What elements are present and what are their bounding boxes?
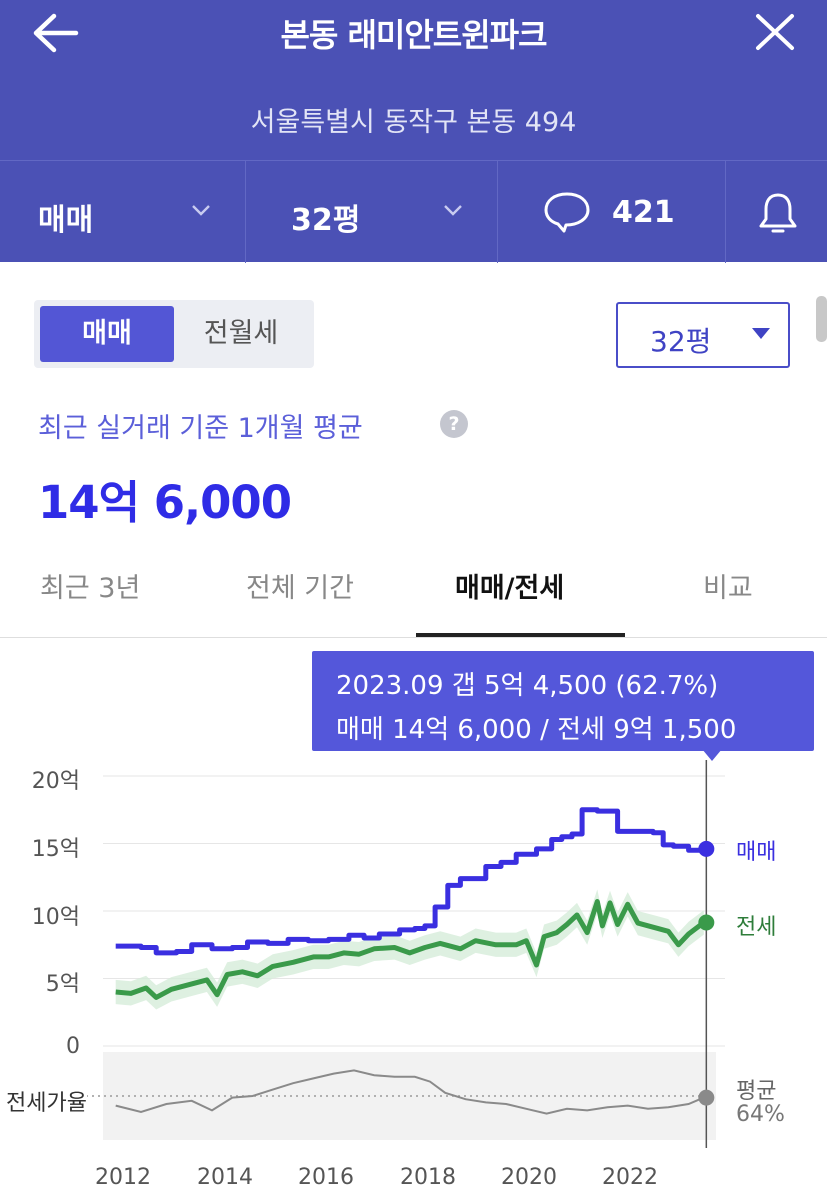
deal-type-label: 매매 xyxy=(38,203,94,238)
x-tick-label: 2016 xyxy=(298,1165,354,1190)
caret-down-icon xyxy=(752,328,770,339)
x-tick-label: 2012 xyxy=(95,1165,151,1190)
y-tick-label: 0 xyxy=(66,1034,80,1059)
price-chart[interactable] xyxy=(0,640,827,1201)
jeonse-ratio-line xyxy=(115,1069,705,1115)
comment-count: 421 xyxy=(612,195,675,230)
comments-button[interactable]: 421 xyxy=(498,161,726,263)
average-price: 14억 6,000 xyxy=(38,476,292,529)
scrollbar[interactable] xyxy=(816,296,827,342)
sale-point xyxy=(698,840,715,857)
x-tick-label: 2020 xyxy=(501,1165,557,1190)
tab-sale-jeonse[interactable]: 매매/전세 xyxy=(455,573,565,604)
app-header: 본동 래미안트윈파크 서울특별시 동작구 본동 494 매매 32평 421 xyxy=(0,0,827,263)
arrow-left-icon[interactable] xyxy=(30,12,82,54)
series-label-jeonse: 전세 xyxy=(736,915,777,940)
page-title: 본동 래미안트윈파크 xyxy=(280,16,547,54)
toggle-sale[interactable]: 매매 xyxy=(40,306,174,362)
bell-icon xyxy=(759,193,797,233)
tooltip-gap-text: 2023.09 갭 5억 4,500 (62.7%) xyxy=(336,671,719,701)
jeonse-point xyxy=(698,914,715,931)
y-tick-label: 15억 xyxy=(31,837,80,862)
ratio-point xyxy=(698,1089,715,1106)
speech-bubble-icon xyxy=(544,192,590,233)
jeonse-range-band xyxy=(115,889,704,1010)
tab-compare[interactable]: 비교 xyxy=(703,573,753,604)
tooltip-pointer xyxy=(702,749,722,761)
header-top-bar: 본동 래미안트윈파크 xyxy=(0,0,827,66)
jeonse-line xyxy=(115,899,706,1000)
header-filter-bar: 매매 32평 421 xyxy=(0,160,827,263)
size-label: 32평 xyxy=(291,203,361,238)
tab-recent-3y[interactable]: 최근 3년 xyxy=(40,573,141,604)
ratio-avg-label: 평균 xyxy=(736,1079,777,1104)
alert-button[interactable] xyxy=(726,161,827,263)
size-dropdown[interactable]: 32평 xyxy=(246,161,498,263)
ratio-panel-bg xyxy=(103,1052,716,1140)
tooltip-price-text: 매매 14억 6,000 / 전세 9억 1,500 xyxy=(336,715,737,745)
price-basis-label: 최근 실거래 기준 1개월 평균 xyxy=(38,413,363,444)
chevron-down-icon xyxy=(192,205,210,216)
chart-tooltip: 2023.09 갭 5억 4,500 (62.7%) 매매 14억 6,000 … xyxy=(312,651,814,751)
help-icon[interactable]: ? xyxy=(440,410,468,438)
size-select-value: 32평 xyxy=(650,325,712,358)
sale-line xyxy=(115,807,712,956)
y-tick-label: 20억 xyxy=(31,769,80,794)
chevron-down-icon xyxy=(444,205,462,216)
size-select[interactable]: 32평 xyxy=(616,302,790,368)
x-tick-label: 2022 xyxy=(602,1165,658,1190)
y-tick-label: 5억 xyxy=(45,972,80,997)
close-icon[interactable] xyxy=(752,10,798,54)
x-tick-label: 2014 xyxy=(197,1165,253,1190)
tab-divider xyxy=(0,637,827,638)
address-text: 서울특별시 동작구 본동 494 xyxy=(250,107,577,138)
toggle-rent[interactable]: 전월세 xyxy=(203,318,279,349)
jeonse-ratio-label: 전세가율 xyxy=(6,1085,87,1117)
ratio-avg-value: 64% xyxy=(736,1102,785,1127)
series-label-sale: 매매 xyxy=(736,840,777,865)
x-tick-label: 2018 xyxy=(400,1165,456,1190)
active-tab-indicator xyxy=(416,633,625,637)
y-tick-label: 10억 xyxy=(31,905,80,930)
deal-type-dropdown[interactable]: 매매 xyxy=(0,161,246,263)
tab-all-period[interactable]: 전체 기간 xyxy=(246,573,354,604)
